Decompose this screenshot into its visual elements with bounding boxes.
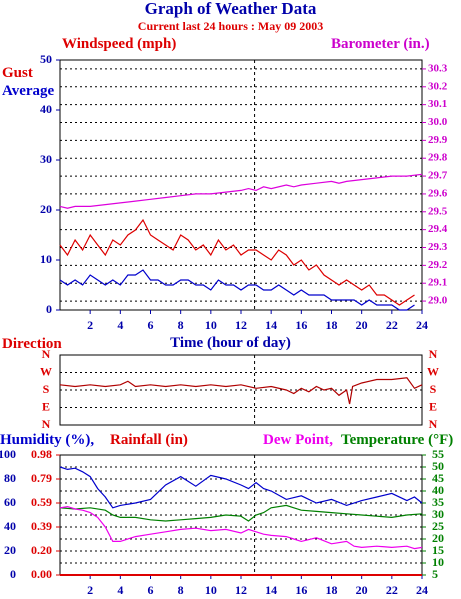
rainfall-tick-label: 0.20 — [31, 543, 52, 557]
barometer-tick-label: 29.4 — [428, 223, 448, 235]
hour-tick-label: 12 — [235, 318, 247, 332]
direction-tick-label-right: N — [429, 347, 438, 361]
rainfall-tick-label: 0.59 — [31, 495, 52, 509]
temperature-tick-label: 30 — [432, 507, 444, 521]
temperature-tick-label: 5 — [432, 567, 438, 581]
time-axis-label: Time (hour of day) — [170, 335, 291, 351]
hour-tick-label: 6 — [148, 318, 154, 332]
hour-tick-label: 14 — [265, 583, 277, 597]
page-subtitle: Current last 24 hours : May 09 2003 — [137, 19, 324, 33]
barometer-tick-label: 29.0 — [428, 295, 448, 307]
windspeed-tick-label: 20 — [40, 202, 52, 216]
hour-tick-label: 12 — [235, 583, 247, 597]
temperature-tick-label: 10 — [432, 555, 444, 569]
hour-tick-label: 24 — [416, 318, 428, 332]
average-series-line — [59, 269, 415, 311]
hour-tick-label: 8 — [178, 318, 184, 332]
temperature-tick-label: 45 — [432, 471, 444, 485]
windspeed-tick-label: 40 — [40, 102, 52, 116]
barometer-tick-label: 29.6 — [428, 187, 448, 199]
barometer-tick-label: 30.3 — [428, 62, 448, 74]
humidity-tick-label: 80 — [4, 471, 16, 485]
temperature-axis-label: Temperature (°F) — [341, 432, 454, 448]
hour-tick-label: 16 — [295, 583, 307, 597]
hour-tick-label: 16 — [295, 318, 307, 332]
humidity-series-line — [59, 466, 423, 509]
direction-tick-label-left: S — [43, 382, 50, 396]
humidity-tick-label: 100 — [0, 447, 16, 461]
barometer-tick-label: 29.9 — [428, 134, 448, 146]
humidity-axis-label: Humidity (%), — [0, 432, 95, 448]
hour-tick-label: 4 — [117, 318, 123, 332]
gust-series-line — [59, 218, 415, 306]
barometer-tick-label: 29.1 — [428, 277, 447, 289]
barometer-tick-label: 30.0 — [428, 116, 448, 128]
barometer-tick-label: 30.2 — [428, 80, 448, 92]
barometer-tick-label: 29.5 — [428, 205, 448, 217]
barometer-axis-label: Barometer (in.) — [331, 36, 430, 52]
hour-tick-label: 24 — [416, 583, 428, 597]
temperature-tick-label: 25 — [432, 519, 444, 533]
hour-tick-label: 20 — [356, 318, 368, 332]
direction-series-line — [59, 377, 423, 405]
barometer-tick-label: 29.7 — [428, 170, 448, 182]
hour-tick-label: 20 — [356, 583, 368, 597]
barometer-tick-label: 30.1 — [428, 98, 447, 110]
windspeed-tick-label: 30 — [40, 152, 52, 166]
hour-tick-label: 4 — [117, 583, 123, 597]
direction-tick-label-left: E — [42, 399, 50, 413]
hour-tick-label: 18 — [326, 583, 338, 597]
dewpoint-series-line — [59, 505, 423, 550]
hour-tick-label: 22 — [386, 318, 398, 332]
direction-tick-label-right: E — [429, 399, 437, 413]
direction-tick-label-right: N — [429, 417, 438, 431]
hour-tick-label: 22 — [386, 583, 398, 597]
hour-tick-label: 2 — [87, 318, 93, 332]
rainfall-axis-label: Rainfall (in) — [110, 432, 188, 448]
hour-tick-label: 14 — [265, 318, 277, 332]
rainfall-tick-label: 0.98 — [31, 447, 52, 461]
hour-tick-label: 18 — [326, 318, 338, 332]
dewpoint-axis-label: Dew Point, — [263, 432, 333, 448]
barometer-series-line — [59, 173, 423, 209]
temperature-tick-label: 55 — [432, 447, 444, 461]
temperature-tick-label: 15 — [432, 543, 444, 557]
hour-tick-label: 10 — [205, 318, 217, 332]
legend-average: Average — [2, 83, 55, 99]
legend-gust: Gust — [2, 65, 33, 81]
windspeed-tick-label: 0 — [46, 302, 52, 316]
hour-tick-label: 2 — [87, 583, 93, 597]
hour-tick-label: 10 — [205, 583, 217, 597]
windspeed-axis-label: Windspeed (mph) — [62, 36, 177, 52]
barometer-tick-label: 29.8 — [428, 152, 448, 164]
direction-tick-label-left: N — [42, 347, 51, 361]
rainfall-tick-label: 0.00 — [31, 567, 52, 581]
temperature-series-line — [59, 504, 423, 522]
wind-plot-frame — [59, 59, 423, 311]
direction-axis-label: Direction — [2, 336, 62, 352]
direction-tick-label-right: W — [427, 364, 439, 378]
barometer-tick-label: 29.3 — [428, 241, 448, 253]
humidity-tick-label: 0 — [10, 567, 16, 581]
direction-tick-label-right: S — [430, 382, 437, 396]
temperature-tick-label: 40 — [432, 483, 444, 497]
humidity-tick-label: 40 — [4, 519, 16, 533]
rainfall-tick-label: 0.79 — [31, 471, 52, 485]
windspeed-tick-label: 10 — [40, 252, 52, 266]
humidity-tick-label: 20 — [4, 543, 16, 557]
temperature-tick-label: 50 — [432, 459, 444, 473]
humidity-tick-label: 60 — [4, 495, 16, 509]
hour-tick-label: 6 — [148, 583, 154, 597]
rainfall-tick-label: 0.39 — [31, 519, 52, 533]
windspeed-tick-label: 50 — [40, 52, 52, 66]
temperature-tick-label: 20 — [432, 531, 444, 545]
page-title: Graph of Weather Data — [144, 0, 317, 18]
barometer-tick-label: 29.2 — [428, 259, 448, 271]
direction-tick-label-left: W — [40, 364, 52, 378]
temperature-tick-label: 35 — [432, 495, 444, 509]
hour-tick-label: 8 — [178, 583, 184, 597]
direction-tick-label-left: N — [42, 417, 51, 431]
